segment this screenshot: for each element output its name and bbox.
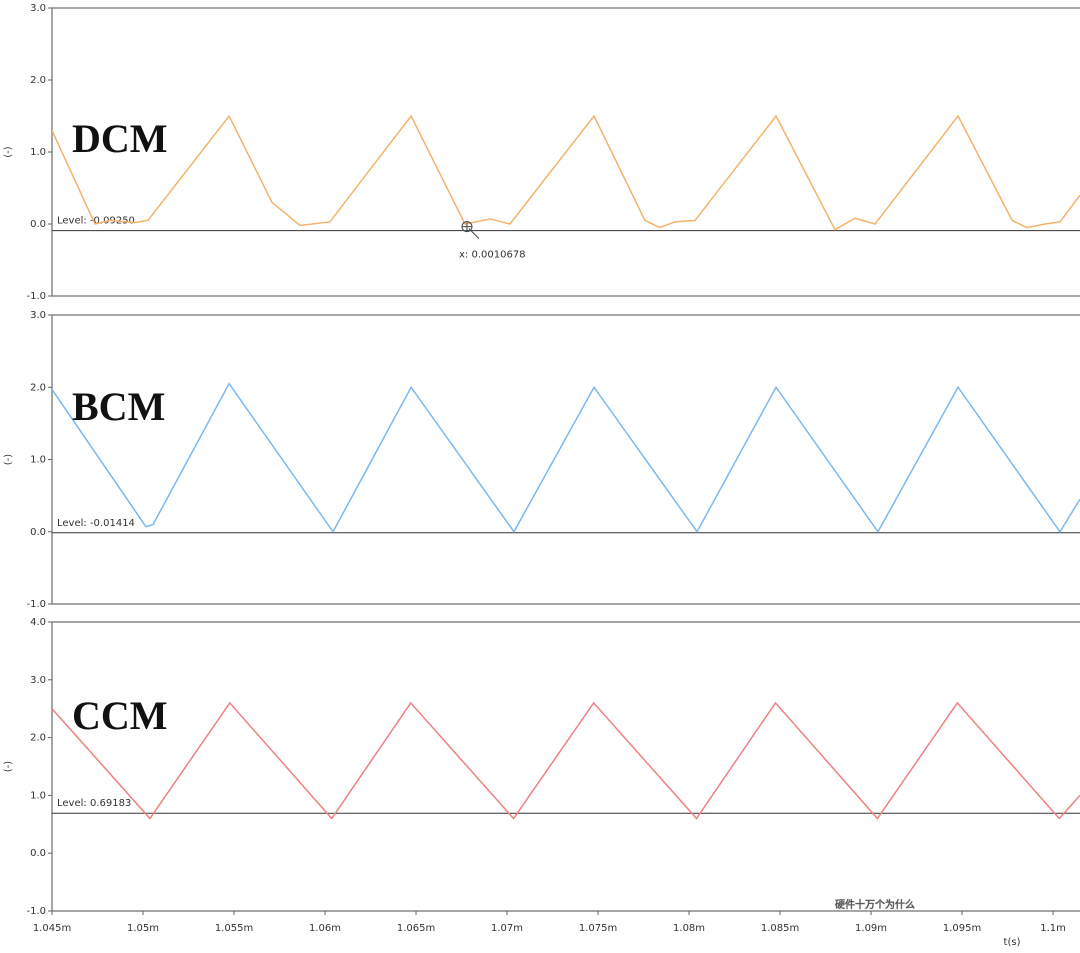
y-tick-label: 3.0 (30, 675, 46, 686)
level-value: -0.01414 (90, 518, 135, 529)
x-tick-label: 1.075m (579, 923, 617, 934)
x-tick-label: 1.065m (397, 923, 435, 934)
y-tick-label: 1.0 (30, 455, 46, 466)
y-tick-label: 2.0 (30, 382, 46, 393)
y-tick-label: 2.0 (30, 733, 46, 744)
plot-area (51, 314, 1080, 605)
level-text: Level: (57, 518, 87, 529)
watermark: 硬件十万个为什么 (835, 898, 915, 911)
x-tick-label: 1.045m (33, 923, 71, 934)
x-tick-label: 1.07m (491, 923, 523, 934)
cursor-arrow (468, 228, 480, 240)
series-line (51, 382, 1080, 534)
y-tick-label: 3.0 (30, 3, 46, 14)
mode-annotation: BCM (72, 384, 165, 429)
level-label: Level: -0.01414 (57, 518, 135, 529)
y-tick-label: 0.0 (30, 219, 46, 230)
y-tick-label: -1.0 (26, 599, 46, 610)
plot-area (51, 621, 1080, 912)
y-tick-label: 4.0 (30, 617, 46, 628)
x-tick-label: 1.06m (309, 923, 341, 934)
y-tick-label: 0.0 (30, 848, 46, 859)
y-tick-label: 0.0 (30, 527, 46, 538)
x-tick-label: 1.05m (127, 923, 159, 934)
x-tick-label: 1.095m (943, 923, 981, 934)
level-value: 0.69183 (90, 798, 131, 809)
y-axis-label: (-) (3, 761, 14, 773)
cursor-label: x: 0.0010678 (459, 250, 526, 261)
level-text: Level: (57, 798, 87, 809)
x-tick-label: 1.055m (215, 923, 253, 934)
x-tick-label: 1.1m (1040, 923, 1066, 934)
y-tick-label: 1.0 (30, 147, 46, 158)
series-line (51, 701, 1080, 820)
series-line (51, 114, 1080, 231)
mode-annotation: DCM (72, 116, 168, 161)
y-tick-label: 2.0 (30, 75, 46, 86)
y-tick-label: 1.0 (30, 790, 46, 801)
y-axis-label: (-) (3, 146, 14, 158)
x-tick-label: 1.085m (761, 923, 799, 934)
x-axis-label: t(s) (1004, 937, 1021, 948)
y-tick-label: -1.0 (26, 906, 46, 917)
y-tick-label: -1.0 (26, 291, 46, 302)
level-text: Level: (57, 216, 87, 227)
x-tick-label: 1.09m (855, 923, 887, 934)
level-label: Level: 0.69183 (57, 798, 131, 809)
x-tick-label: 1.08m (673, 923, 705, 934)
mode-annotation: CCM (72, 693, 168, 738)
y-tick-label: 3.0 (30, 310, 46, 321)
y-axis-label: (-) (3, 454, 14, 466)
